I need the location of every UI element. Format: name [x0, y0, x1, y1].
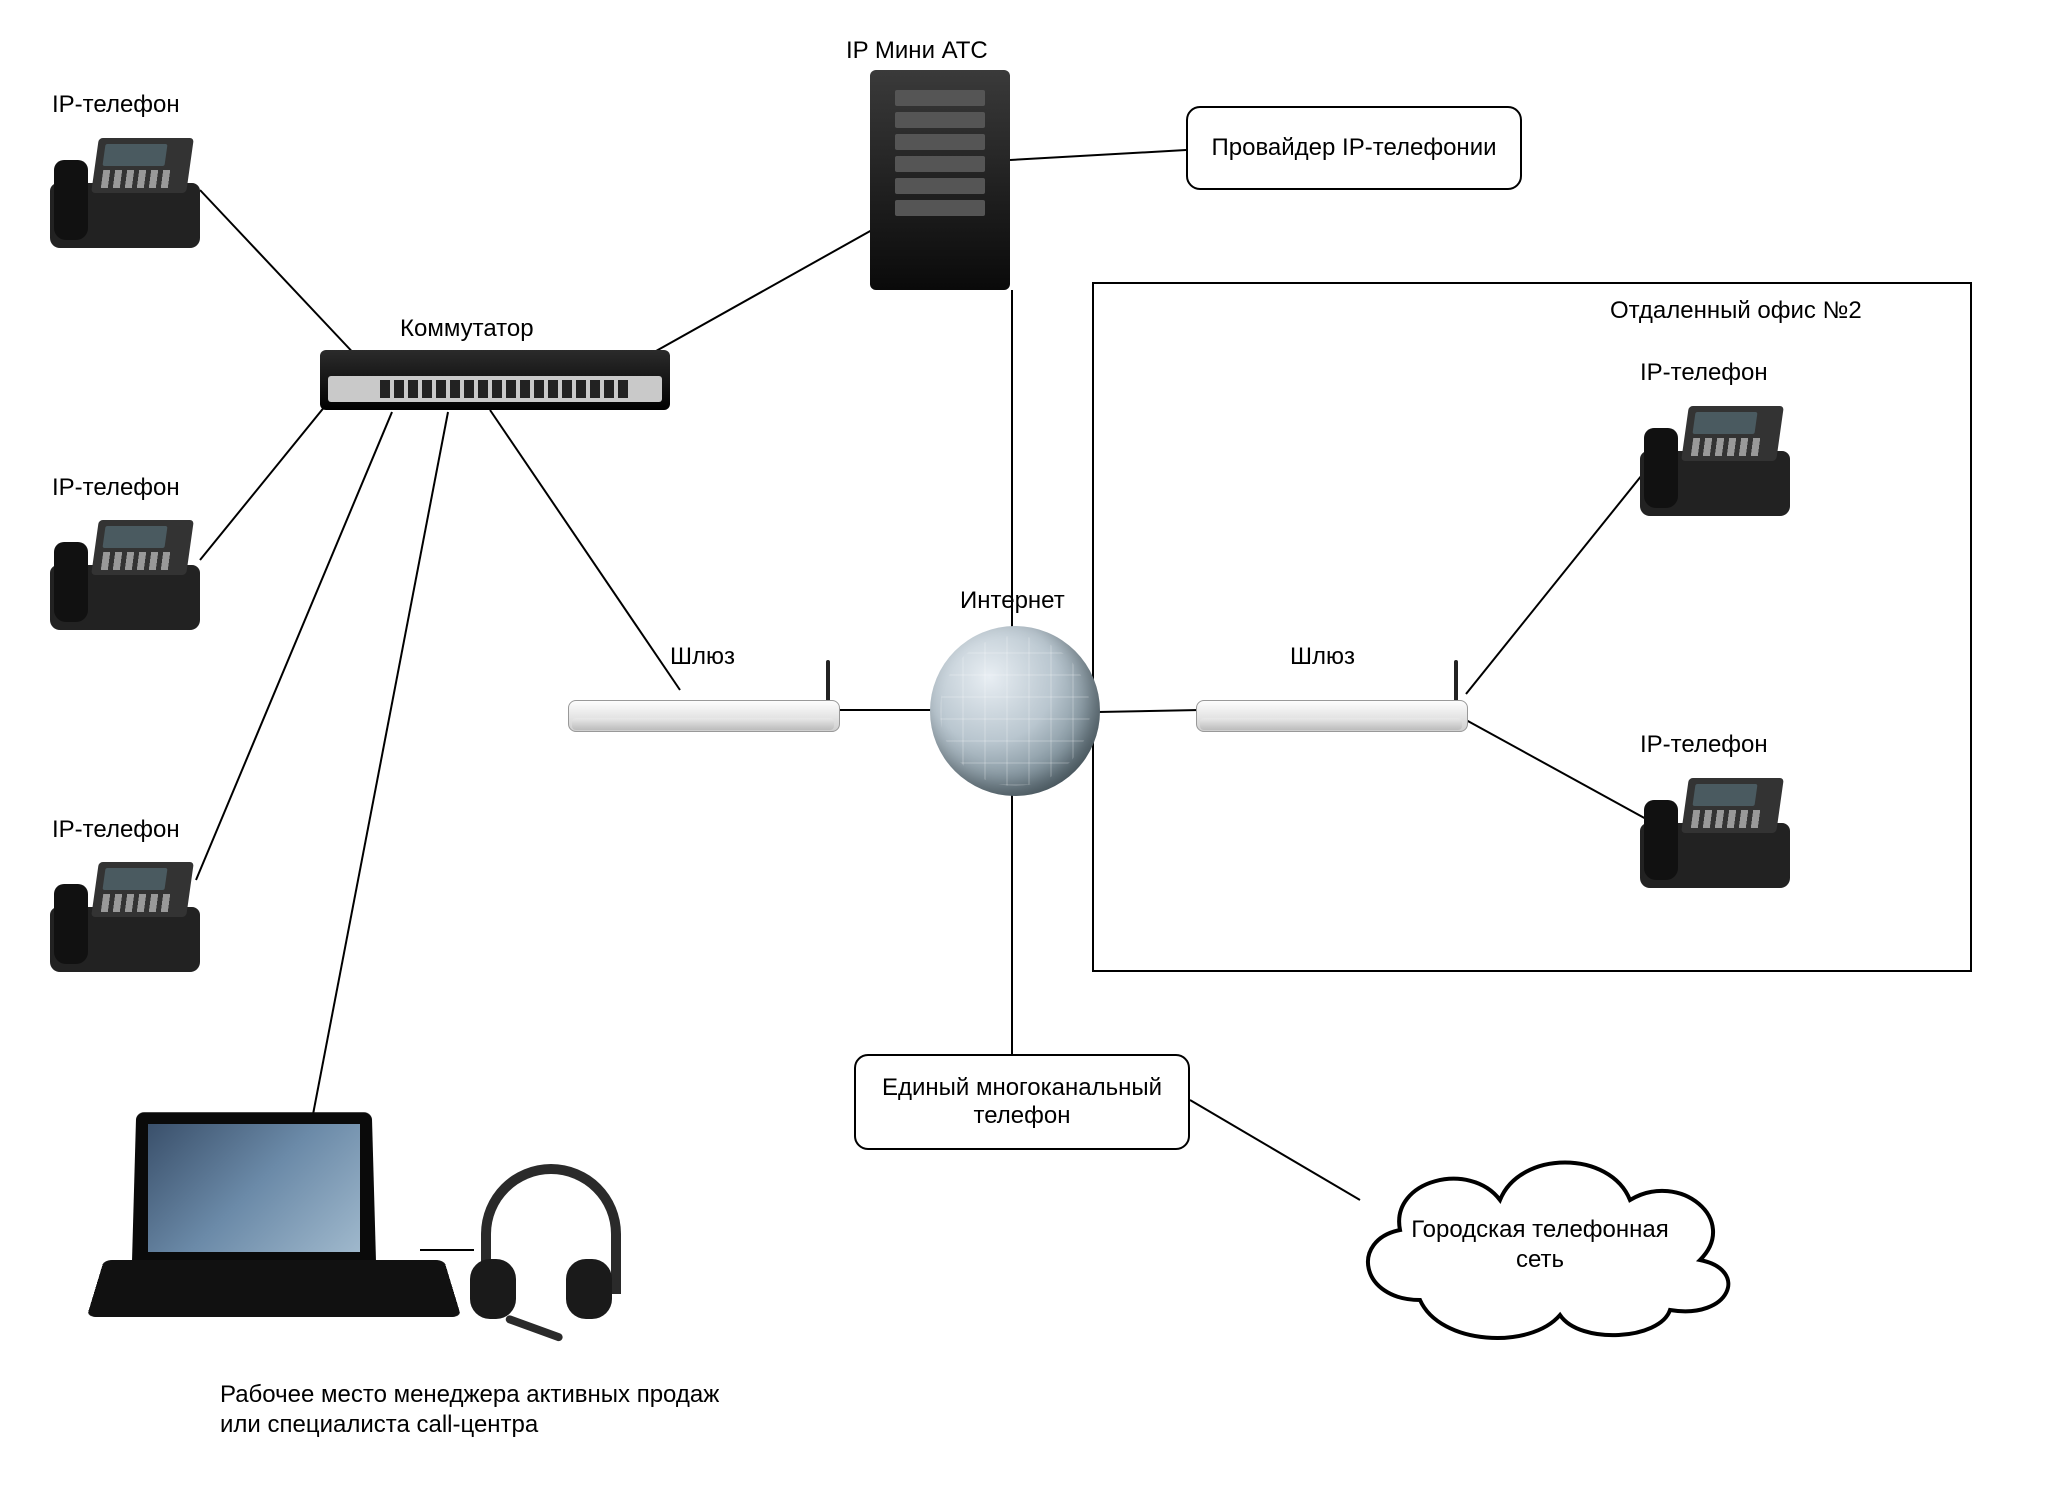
laptop-icon	[104, 1110, 444, 1360]
internet-label: Интернет	[960, 586, 1065, 616]
workstation-label: Рабочее место менеджера активных продаж …	[220, 1380, 719, 1440]
internet-globe-icon	[930, 626, 1100, 796]
headset-icon	[466, 1164, 616, 1334]
provider-box: Провайдер IP-телефонии	[1186, 106, 1522, 190]
provider-label: Провайдер IP-телефонии	[1212, 134, 1497, 162]
ip-pbx-server-icon	[870, 70, 1010, 290]
pbx-label: IP Мини АТС	[846, 36, 988, 66]
multichannel-box: Единый многоканальный телефон	[854, 1054, 1190, 1150]
phone-label: IP-телефон	[1640, 358, 1768, 388]
pstn-cloud: Городская телефонная сеть	[1330, 1120, 1750, 1350]
ip-phone-icon	[1640, 396, 1790, 516]
remote-office-label: Отдаленный офис №2	[1610, 296, 1862, 326]
diagram-stage: Провайдер IP-телефонии Единый многоканал…	[0, 0, 2050, 1500]
ip-phone-icon	[50, 128, 200, 248]
phone-label: IP-телефон	[52, 90, 180, 120]
ip-phone-icon	[1640, 768, 1790, 888]
phone-label: IP-телефон	[52, 473, 180, 503]
phone-label: IP-телефон	[52, 815, 180, 845]
gateway-left-icon	[568, 680, 848, 735]
multichannel-label: Единый многоканальный телефон	[868, 1074, 1176, 1130]
ip-phone-icon	[50, 510, 200, 630]
gateway-label: Шлюз	[1290, 642, 1355, 672]
gateway-label: Шлюз	[670, 642, 735, 672]
phone-label: IP-телефон	[1640, 730, 1768, 760]
ip-phone-icon	[50, 852, 200, 972]
pstn-label: Городская телефонная сеть	[1330, 1215, 1750, 1275]
switch-label: Коммутатор	[400, 314, 534, 344]
remote-office-box	[1092, 282, 1972, 972]
gateway-right-icon	[1196, 680, 1476, 735]
network-switch-icon	[320, 350, 670, 410]
